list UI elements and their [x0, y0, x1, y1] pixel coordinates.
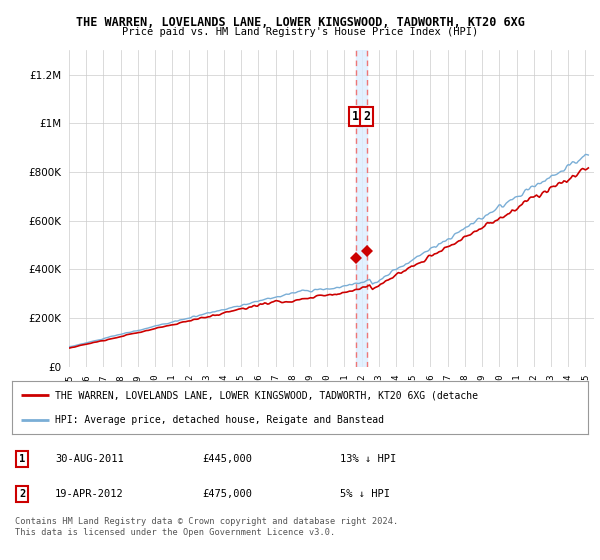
Bar — [356, 50, 367, 367]
Text: 13% ↓ HPI: 13% ↓ HPI — [340, 454, 397, 464]
Text: 30-AUG-2011: 30-AUG-2011 — [55, 454, 124, 464]
Text: 19-APR-2012: 19-APR-2012 — [55, 489, 124, 499]
Text: 1: 1 — [19, 454, 25, 464]
Text: 2: 2 — [363, 110, 370, 123]
Text: Price paid vs. HM Land Registry's House Price Index (HPI): Price paid vs. HM Land Registry's House … — [122, 27, 478, 37]
Text: 2: 2 — [19, 489, 25, 499]
Text: THE WARREN, LOVELANDS LANE, LOWER KINGSWOOD, TADWORTH, KT20 6XG: THE WARREN, LOVELANDS LANE, LOWER KINGSW… — [76, 16, 524, 29]
Text: THE WARREN, LOVELANDS LANE, LOWER KINGSWOOD, TADWORTH, KT20 6XG (detache: THE WARREN, LOVELANDS LANE, LOWER KINGSW… — [55, 390, 478, 400]
Text: 1: 1 — [352, 110, 359, 123]
Text: £445,000: £445,000 — [202, 454, 252, 464]
Text: £475,000: £475,000 — [202, 489, 252, 499]
Text: Contains HM Land Registry data © Crown copyright and database right 2024.
This d: Contains HM Land Registry data © Crown c… — [15, 517, 398, 537]
Text: HPI: Average price, detached house, Reigate and Banstead: HPI: Average price, detached house, Reig… — [55, 414, 384, 424]
Text: 5% ↓ HPI: 5% ↓ HPI — [340, 489, 391, 499]
